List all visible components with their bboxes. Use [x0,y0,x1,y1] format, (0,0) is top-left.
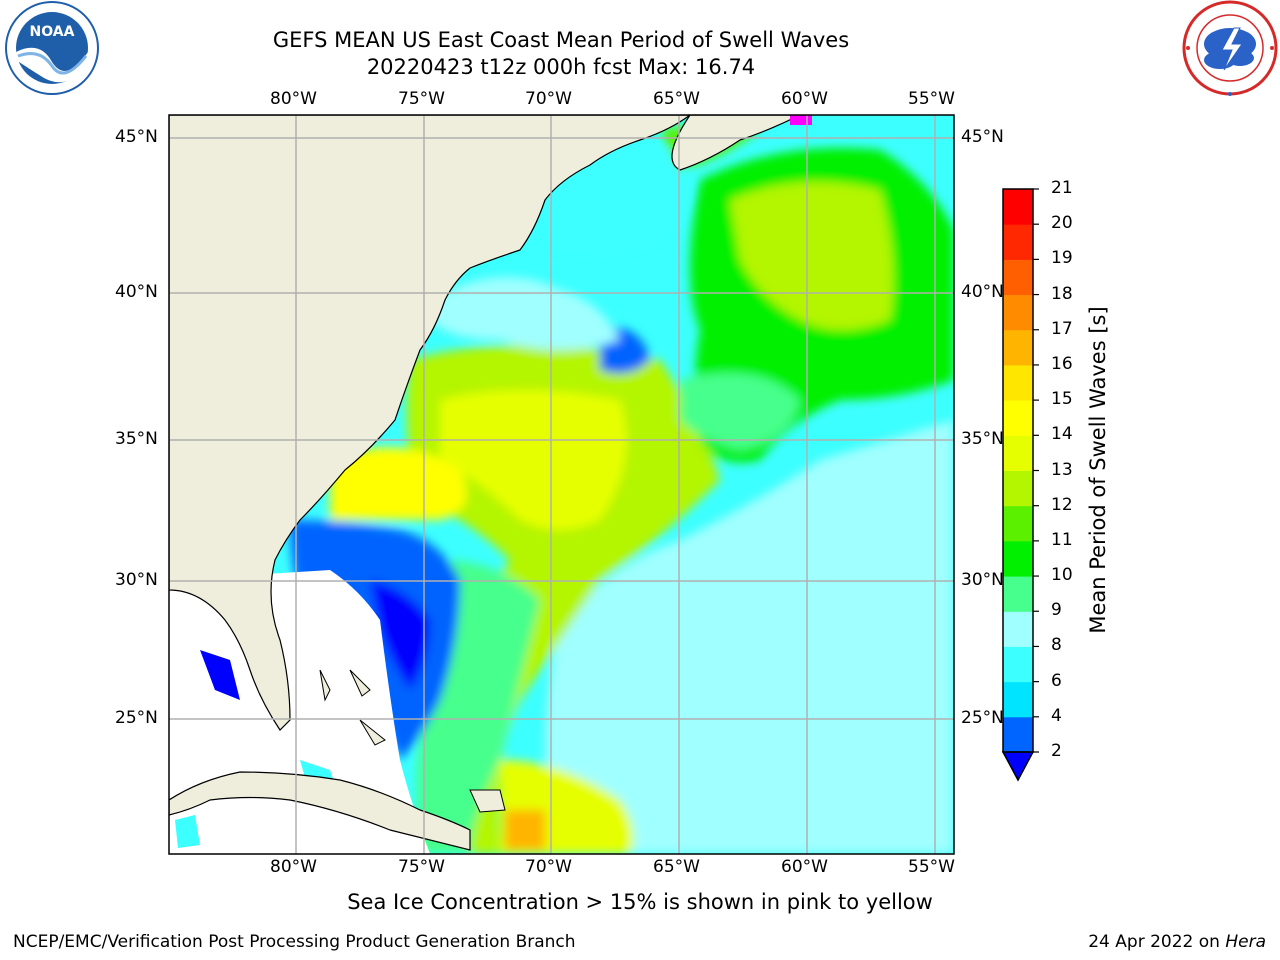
colorbar-label: Mean Period of Swell Waves [s] [1086,306,1110,634]
colorbar-tick-label: 10 [1051,565,1073,586]
lat-label-right-35n: 35°N [961,429,1004,449]
lat-label-left-45n: 45°N [115,127,158,147]
lat-label-left-30n: 30°N [115,570,158,590]
colorbar-tick-label: 15 [1051,389,1073,410]
lat-label-right-40n: 40°N [961,282,1004,302]
lat-label-right-25n: 25°N [961,708,1004,728]
footer-machine: Hera [1225,932,1266,952]
colorbar-segment [1003,259,1033,296]
colorbar-segment [1003,400,1033,436]
lon-label-top-75w: 75°W [398,89,445,109]
lon-label-top-80w: 80°W [270,89,317,109]
lon-label-top-55w: 55°W [908,89,955,109]
lat-label-right-45n: 45°N [961,127,1004,147]
colorbar-segment [1003,224,1033,260]
lon-label-bottom-60w: 60°W [781,857,828,877]
map-frame [168,114,955,855]
colorbar-tick-label: 4 [1051,705,1062,726]
colorbar-tick-label: 12 [1051,494,1073,515]
colorbar [1001,188,1039,782]
chart-subtitle: 20220423 t12z 000h fcst Max: 16.74 [366,55,756,79]
colorbar-tick-label: 9 [1051,600,1062,621]
colorbar-tick-label: 14 [1051,424,1073,445]
lat-label-left-25n: 25°N [115,708,158,728]
lon-label-bottom-65w: 65°W [653,857,700,877]
colorbar-segment [1003,576,1033,612]
lon-label-bottom-70w: 70°W [525,857,572,877]
colorbar-segment [1003,716,1033,753]
lon-label-bottom-55w: 55°W [908,857,955,877]
footer-organization: NCEP/EMC/Verification Post Processing Pr… [13,932,576,952]
colorbar-tick-label: 13 [1051,459,1073,480]
colorbar-tick-label: 8 [1051,635,1062,656]
colorbar-tick-label: 11 [1051,529,1073,550]
lon-label-top-65w: 65°W [653,89,700,109]
footer-date-text: 24 Apr 2022 on [1088,932,1226,952]
colorbar-tick-label: 20 [1051,213,1073,234]
lon-label-bottom-75w: 75°W [398,857,445,877]
map-gridlines [169,115,954,854]
colorbar-segment [1003,294,1033,331]
noaa-logo: NOAA [0,0,104,100]
colorbar-tick-label: 19 [1051,248,1073,269]
map-field [169,115,954,854]
colorbar-tick-label: 6 [1051,670,1062,691]
nws-logo [1178,0,1280,100]
lat-label-left-35n: 35°N [115,429,158,449]
lat-label-left-40n: 40°N [115,282,158,302]
footer-date: 24 Apr 2022 on Hera [1088,932,1266,952]
colorbar-tick-label: 21 [1051,178,1073,198]
colorbar-segment [1003,189,1033,225]
colorbar-tick-label: 18 [1051,283,1073,304]
colorbar-segment [1003,364,1033,401]
sea-ice-caption: Sea Ice Concentration > 15% is shown in … [347,890,933,914]
lon-label-top-60w: 60°W [781,89,828,109]
colorbar-segment [1003,470,1033,507]
colorbar-tick-label: 17 [1051,318,1073,339]
colorbar-segment [1003,505,1033,542]
colorbar-extend-low [1001,751,1035,782]
colorbar-tick-label: 2 [1051,741,1062,761]
colorbar-segment [1003,646,1033,683]
lon-label-bottom-80w: 80°W [270,857,317,877]
noaa-logo-text: NOAA [30,24,75,40]
colorbar-segment [1003,611,1033,647]
chart-title: GEFS MEAN US East Coast Mean Period of S… [272,28,850,52]
colorbar-segment [1003,540,1033,577]
lat-label-right-30n: 30°N [961,570,1004,590]
colorbar-tick-label: 16 [1051,353,1073,374]
colorbar-segment [1003,681,1033,718]
lon-label-top-70w: 70°W [525,89,572,109]
colorbar-segment [1003,329,1033,366]
colorbar-segment [1003,435,1033,471]
